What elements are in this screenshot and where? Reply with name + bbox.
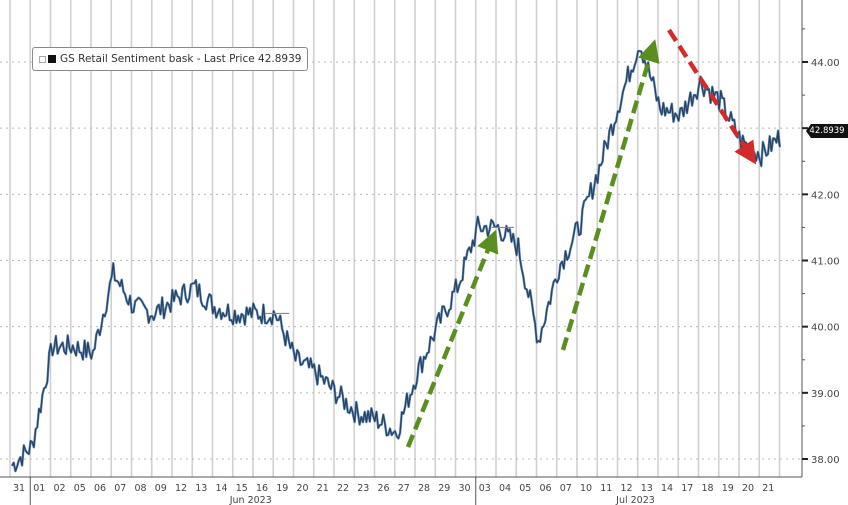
svg-text:21: 21 [762, 483, 774, 494]
svg-text:16: 16 [256, 483, 268, 494]
svg-text:12: 12 [620, 483, 632, 494]
svg-text:20: 20 [742, 483, 754, 494]
svg-text:44.00: 44.00 [811, 58, 840, 69]
svg-text:23: 23 [357, 483, 369, 494]
svg-text:20: 20 [296, 483, 308, 494]
svg-text:12: 12 [175, 483, 187, 494]
price-line [10, 49, 781, 473]
svg-text:21: 21 [317, 483, 329, 494]
x-axis-ticks: 31 01 02 05 06 07 08 09 12 13 14 15 16 19 20 21 22 23 26 27… [13, 477, 774, 505]
legend-checkbox-icon [39, 55, 46, 63]
svg-text:40.00: 40.00 [811, 323, 840, 334]
svg-text:03: 03 [479, 483, 491, 494]
svg-text:15: 15 [236, 483, 248, 494]
svg-text:28: 28 [418, 483, 430, 494]
svg-text:18: 18 [701, 483, 713, 494]
svg-text:29: 29 [438, 483, 450, 494]
svg-text:39.00: 39.00 [811, 389, 840, 400]
svg-text:42.00: 42.00 [811, 190, 840, 201]
svg-text:27: 27 [398, 483, 410, 494]
svg-text:38.00: 38.00 [811, 455, 840, 466]
vertical-gridlines [9, 0, 781, 477]
legend-label: GS Retail Sentiment bask - Last Price 42… [60, 53, 302, 65]
svg-text:07: 07 [560, 483, 572, 494]
svg-text:09: 09 [155, 483, 167, 494]
svg-text:14: 14 [215, 483, 227, 494]
svg-text:22: 22 [337, 483, 349, 494]
svg-text:30: 30 [458, 483, 470, 494]
green-up-arrow-1 [405, 229, 499, 448]
chart-legend: GS Retail Sentiment bask - Last Price 42… [32, 47, 309, 71]
svg-text:26: 26 [377, 483, 389, 494]
svg-text:10: 10 [580, 483, 592, 494]
svg-text:13: 13 [641, 483, 653, 494]
svg-text:14: 14 [661, 483, 673, 494]
trend-arrows [405, 28, 757, 448]
svg-text:05: 05 [519, 483, 531, 494]
svg-text:06: 06 [94, 483, 106, 494]
svg-text:41.00: 41.00 [811, 257, 840, 268]
svg-text:31: 31 [13, 483, 25, 494]
svg-text:06: 06 [539, 483, 551, 494]
svg-text:19: 19 [722, 483, 734, 494]
svg-text:11: 11 [600, 483, 612, 494]
last-price-tag: 42.8939 [806, 124, 848, 138]
svg-text:Jul 2023: Jul 2023 [615, 495, 655, 505]
svg-text:01: 01 [33, 483, 45, 494]
svg-text:08: 08 [134, 483, 146, 494]
svg-text:13: 13 [195, 483, 207, 494]
svg-text:19: 19 [276, 483, 288, 494]
green-up-arrow-2 [560, 39, 660, 351]
svg-text:17: 17 [681, 483, 693, 494]
svg-text:05: 05 [74, 483, 86, 494]
legend-swatch-icon [48, 55, 56, 63]
svg-text:02: 02 [53, 483, 65, 494]
svg-text:07: 07 [114, 483, 126, 494]
horizontal-gridlines [0, 61, 800, 460]
svg-text:Jun 2023: Jun 2023 [229, 495, 272, 505]
red-down-arrow [667, 28, 757, 165]
svg-text:04: 04 [499, 483, 511, 494]
